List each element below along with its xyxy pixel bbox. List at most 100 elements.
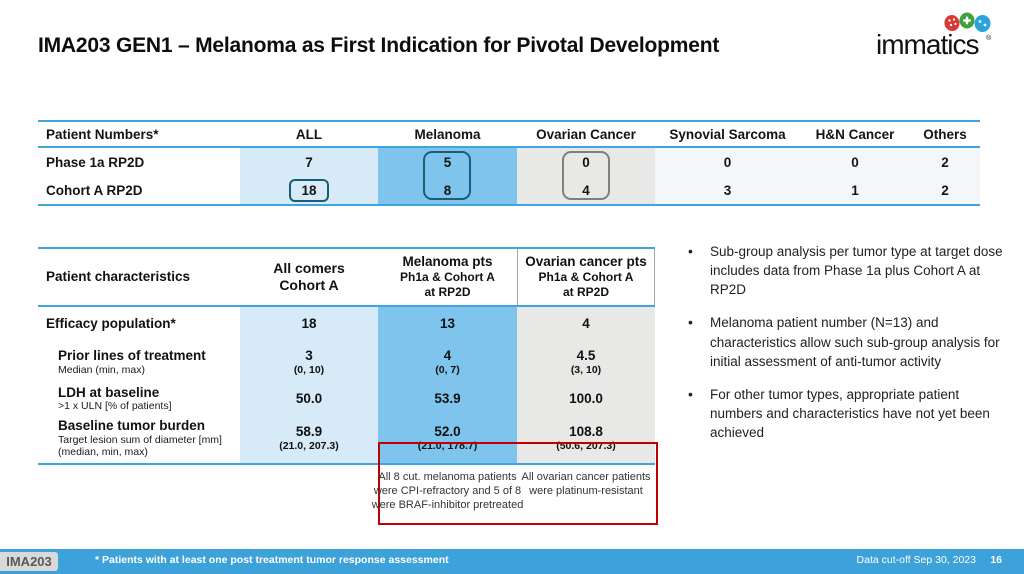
t1-row1-label: Phase 1a RP2D xyxy=(46,154,145,170)
t1-row1-melanoma: 5 xyxy=(378,148,517,176)
ldh-all: 50.0 xyxy=(240,384,378,414)
table-row-efficacy: Efficacy population* 18 13 4 xyxy=(38,307,655,341)
immatics-logo: immatics ® xyxy=(876,12,992,60)
footer-footnote: * Patients with at least one post treatm… xyxy=(95,554,449,566)
ldh-ovarian: 100.0 xyxy=(517,384,655,414)
t1-row2-melanoma: 8 xyxy=(378,176,517,204)
t1-header-all: ALL xyxy=(295,126,323,142)
ldh-label-cell: LDH at baseline >1 x ULN [% of patients] xyxy=(38,384,240,414)
ldh-all-value: 50.0 xyxy=(295,390,323,406)
logo-registered-mark: ® xyxy=(986,34,992,42)
page-number: 16 xyxy=(990,554,1002,566)
patient-numbers-table: Patient Numbers* ALL Melanoma Ovarian Ca… xyxy=(38,120,980,206)
t2-header-characteristics: Patient characteristics xyxy=(38,249,240,305)
efficacy-label-cell: Efficacy population* xyxy=(38,307,240,341)
logo-dot-blue xyxy=(974,15,991,32)
ovarian-note: All ovarian cancer patients were platinu… xyxy=(521,471,651,497)
t1-header-hn: H&N Cancer xyxy=(815,126,895,142)
patient-numbers-header-row: Patient Numbers* ALL Melanoma Ovarian Ca… xyxy=(38,120,980,148)
highlight-box-all-18: 18 xyxy=(289,178,329,202)
burden-mel-value: 52.0 xyxy=(434,424,461,440)
t2-header-mel-line3: at RP2D xyxy=(424,285,471,300)
t2-header-ov-line1: Ovarian cancer pts xyxy=(525,253,647,269)
prior-mel-value: 4 xyxy=(443,348,452,364)
patient-characteristics-table: Patient characteristics All comers Cohor… xyxy=(38,247,658,525)
t1-row2-others: 2 xyxy=(910,176,980,204)
t2-header-melanoma: Melanoma pts Ph1a & Cohort A at RP2D xyxy=(378,249,517,305)
t2-header-characteristics-label: Patient characteristics xyxy=(46,268,191,284)
efficacy-ov-value: 4 xyxy=(582,315,590,331)
prior-all-value: 3 xyxy=(305,348,313,364)
prior-label: Prior lines of treatment xyxy=(58,348,206,364)
burden-all: 58.9 (21.0, 207.3) xyxy=(240,414,378,463)
t1-row1-ovarian: 0 xyxy=(517,148,655,176)
t1-header-patient-numbers: Patient Numbers* xyxy=(46,126,159,142)
t2-header-ov-line3: at RP2D xyxy=(562,285,609,300)
page-title: IMA203 GEN1 – Melanoma as First Indicati… xyxy=(38,34,720,57)
t1-header-melanoma: Melanoma xyxy=(414,126,481,142)
table-row-ldh: LDH at baseline >1 x ULN [% of patients]… xyxy=(38,384,655,414)
t2-header-ovarian: Ovarian cancer pts Ph1a & Cohort A at RP… xyxy=(517,249,655,305)
t1-row1-synovial: 0 xyxy=(655,148,800,176)
table-row-tumor-burden: Baseline tumor burden Target lesion sum … xyxy=(38,414,655,463)
prior-ov-value: 4.5 xyxy=(576,348,596,364)
prior-sublabel: Median (min, max) xyxy=(58,363,145,376)
burden-ov-value: 108.8 xyxy=(569,424,603,440)
prior-all: 3 (0, 10) xyxy=(240,341,378,384)
t1-row1-others: 2 xyxy=(910,148,980,176)
burden-melanoma: 52.0 (21.0, 178.7) xyxy=(378,414,517,463)
t2-header-ov-line2: Ph1a & Cohort A xyxy=(538,270,634,285)
t1-row2-all: 18 xyxy=(240,176,378,204)
burden-label: Baseline tumor burden xyxy=(58,418,206,434)
logo-dot-green xyxy=(959,12,975,29)
ldh-melanoma: 53.9 xyxy=(378,384,517,414)
key-points-list: Sub-group analysis per tumor type at tar… xyxy=(686,242,1011,456)
efficacy-melanoma: 13 xyxy=(378,307,517,341)
burden-ovarian: 108.8 (50.6, 207.3) xyxy=(517,414,655,463)
t1-row2-ovarian: 4 xyxy=(517,176,655,204)
t1-row1-hn: 0 xyxy=(800,148,910,176)
t2-header-all-comers: All comers Cohort A xyxy=(240,249,378,305)
table-row-phase1a: Phase 1a RP2D 7 5 0 0 0 2 xyxy=(38,148,980,176)
t1-row2-hn: 1 xyxy=(800,176,910,204)
efficacy-all: 18 xyxy=(240,307,378,341)
table-row-cohort-a: Cohort A RP2D 18 8 4 3 1 2 xyxy=(38,176,980,204)
t1-header-others: Others xyxy=(923,126,967,142)
table-row-prior-lines: Prior lines of treatment Median (min, ma… xyxy=(38,341,655,384)
prior-all-range: (0, 10) xyxy=(293,364,325,377)
burden-all-value: 58.9 xyxy=(295,424,323,440)
prior-mel-range: (0, 7) xyxy=(435,364,460,377)
ldh-label: LDH at baseline xyxy=(58,384,160,400)
list-item: Sub-group analysis per tumor type at tar… xyxy=(686,242,1011,299)
t2-header-mel-line2: Ph1a & Cohort A xyxy=(400,270,495,285)
t1-row2-label: Cohort A RP2D xyxy=(46,182,143,198)
efficacy-all-value: 18 xyxy=(301,315,317,331)
list-item: Melanoma patient number (N=13) and chara… xyxy=(686,313,1011,370)
t2-header-all-line1: All comers xyxy=(273,259,345,276)
prior-melanoma: 4 (0, 7) xyxy=(378,341,517,384)
burden-ov-range: (50.6, 207.3) xyxy=(556,440,616,453)
characteristics-body: Efficacy population* 18 13 4 Prior lines… xyxy=(38,307,658,525)
efficacy-mel-value: 13 xyxy=(439,315,456,331)
t2-header-mel-line1: Melanoma pts xyxy=(402,253,493,269)
burden-label-cell: Baseline tumor burden Target lesion sum … xyxy=(38,414,240,463)
t1-header-ovarian: Ovarian Cancer xyxy=(536,126,636,142)
ldh-ov-value: 100.0 xyxy=(569,390,603,406)
list-item: For other tumor types, appropriate patie… xyxy=(686,385,1011,442)
logo-text: immatics xyxy=(876,29,978,60)
t1-header-synovial: Synovial Sarcoma xyxy=(669,126,786,142)
efficacy-label: Efficacy population* xyxy=(46,316,176,332)
data-cutoff-label: Data cut-off Sep 30, 2023 xyxy=(856,554,976,566)
ldh-mel-value: 53.9 xyxy=(434,390,461,406)
prior-ov-range: (3, 10) xyxy=(570,364,602,377)
efficacy-ovarian: 4 xyxy=(517,307,655,341)
prior-ovarian: 4.5 (3, 10) xyxy=(517,341,655,384)
melanoma-note: All 8 cut. melanoma patients were CPI-re… xyxy=(371,471,524,511)
characteristics-header-row: Patient characteristics All comers Cohor… xyxy=(38,247,655,307)
burden-mel-range: (21.0, 178.7) xyxy=(417,440,478,453)
burden-all-range: (21.0, 207.3) xyxy=(279,440,339,453)
patient-numbers-body: Phase 1a RP2D 7 5 0 0 0 2 Cohort A RP2D … xyxy=(38,148,980,206)
burden-sublabel: Target lesion sum of diameter [mm] (medi… xyxy=(58,433,222,459)
prior-label-cell: Prior lines of treatment Median (min, ma… xyxy=(38,341,240,384)
